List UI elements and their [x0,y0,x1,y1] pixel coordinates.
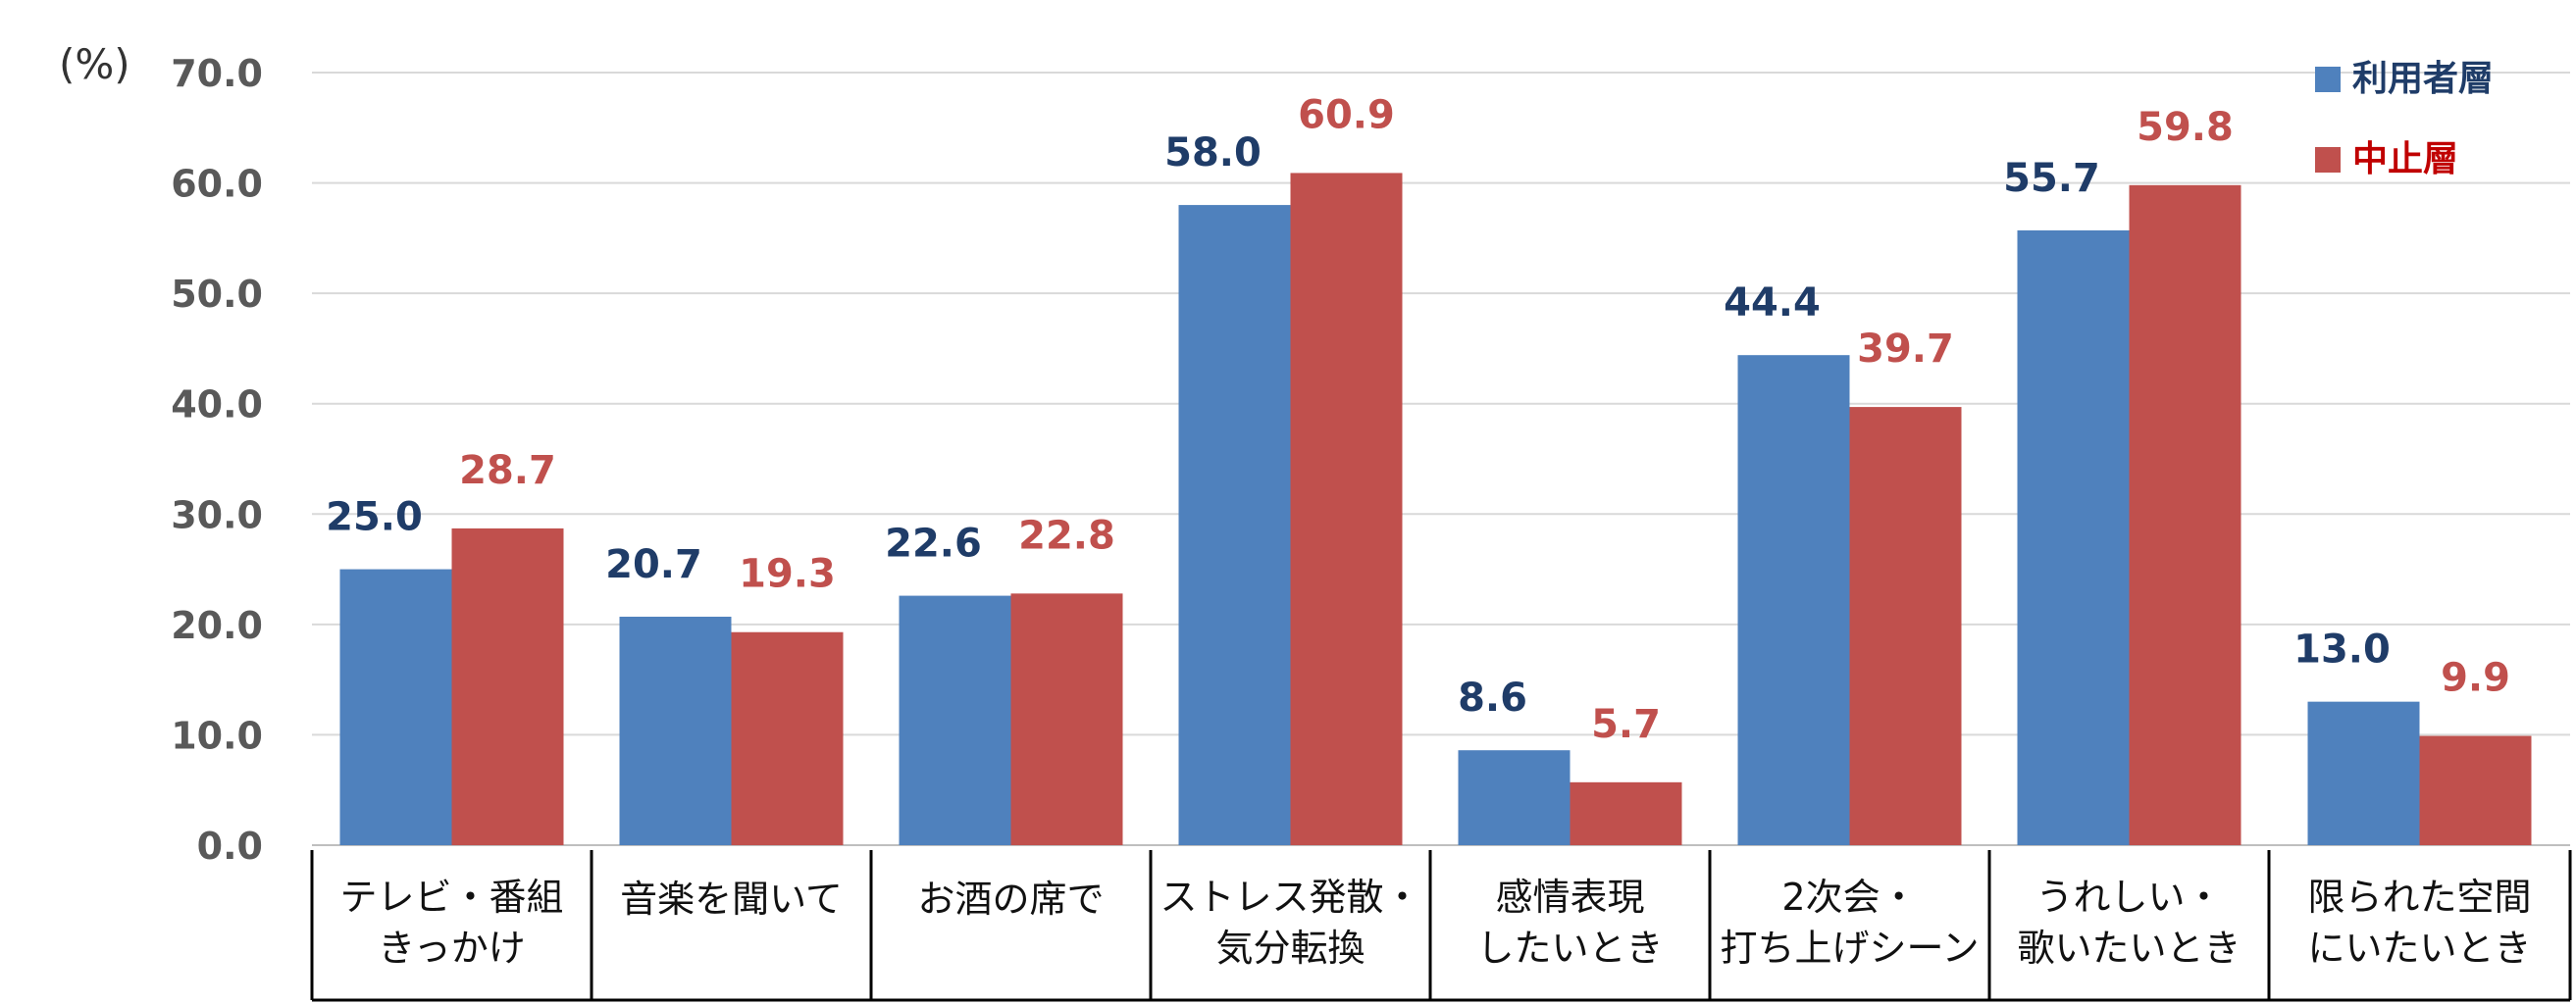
legend-label: 利用者層 [2352,59,2494,99]
value-label: 8.6 [1458,676,1527,721]
value-label: 58.0 [1164,130,1262,176]
value-label: 25.0 [326,495,423,540]
bar-user [2017,229,2130,845]
value-label: 20.7 [605,542,702,587]
bars [339,173,2532,846]
category-label: したいとき [1476,927,1663,970]
y-tick-label: 60.0 [171,163,263,206]
bar-stopped [451,528,564,845]
category-label: 2次会・ [1781,876,1917,919]
bar-user [1178,205,1291,846]
category-label: 感情表現 [1495,876,1644,919]
bar-stopped [1290,173,1403,845]
category-label: 限られた空間 [2307,876,2531,919]
value-label: 44.4 [1724,280,1821,326]
bar-stopped [1570,781,1682,845]
category-label: にいたいとき [2307,927,2531,970]
y-axis-unit-label: (%) [59,40,130,88]
category-label: きっかけ [378,927,525,970]
bar-user [339,569,452,845]
y-tick-label: 40.0 [171,383,263,427]
bar-stopped [1849,407,1962,845]
bar-stopped [731,631,844,845]
y-tick-label: 70.0 [171,52,263,95]
bar-user [619,616,732,845]
y-tick-label: 0.0 [197,825,263,868]
y-tick-label: 50.0 [171,273,263,316]
value-label: 13.0 [2293,628,2391,673]
value-label: 9.9 [2441,656,2510,701]
y-tick-label: 30.0 [171,493,263,536]
legend-label: 中止層 [2352,139,2458,179]
value-label: 22.8 [1018,513,1115,558]
value-label: 19.3 [739,552,836,597]
bar-stopped [1010,593,1123,845]
y-axis-ticks: 0.0 10.0 20.0 30.0 40.0 50.0 60.0 70.0 [171,52,263,868]
legend-swatch [2315,67,2341,92]
bar-user [899,595,1011,845]
category-label: お酒の席で [917,878,1104,921]
category-label: 打ち上げシーン [1720,927,1979,970]
value-label: 55.7 [2003,156,2100,201]
value-label: 28.7 [459,448,556,493]
category-label: ストレス発散・ [1159,876,1420,919]
y-tick-label: 10.0 [171,714,263,757]
value-labels: 25.0 28.7 20.7 19.3 22.6 22.8 58.0 60.9 8.6 5.7 44… [326,92,2510,746]
value-label: 60.9 [1298,92,1395,137]
value-label: 5.7 [1591,702,1661,747]
category-label: うれしい・ [2035,876,2222,919]
category-label: 音楽を聞いて [620,878,843,921]
value-label: 59.8 [2137,105,2234,150]
category-label: 歌いたいとき [2017,927,2241,970]
bar-user [2307,701,2420,845]
category-label: テレビ・番組 [339,876,563,919]
bar-stopped [2419,735,2532,845]
value-label: 22.6 [885,522,982,567]
bar-user [1737,355,1850,845]
y-tick-label: 20.0 [171,604,263,647]
category-label: 気分転換 [1215,927,1365,970]
bar-user [1458,750,1571,845]
legend-swatch [2315,147,2341,173]
value-label: 39.7 [1857,327,1954,372]
bar-stopped [2129,184,2241,845]
